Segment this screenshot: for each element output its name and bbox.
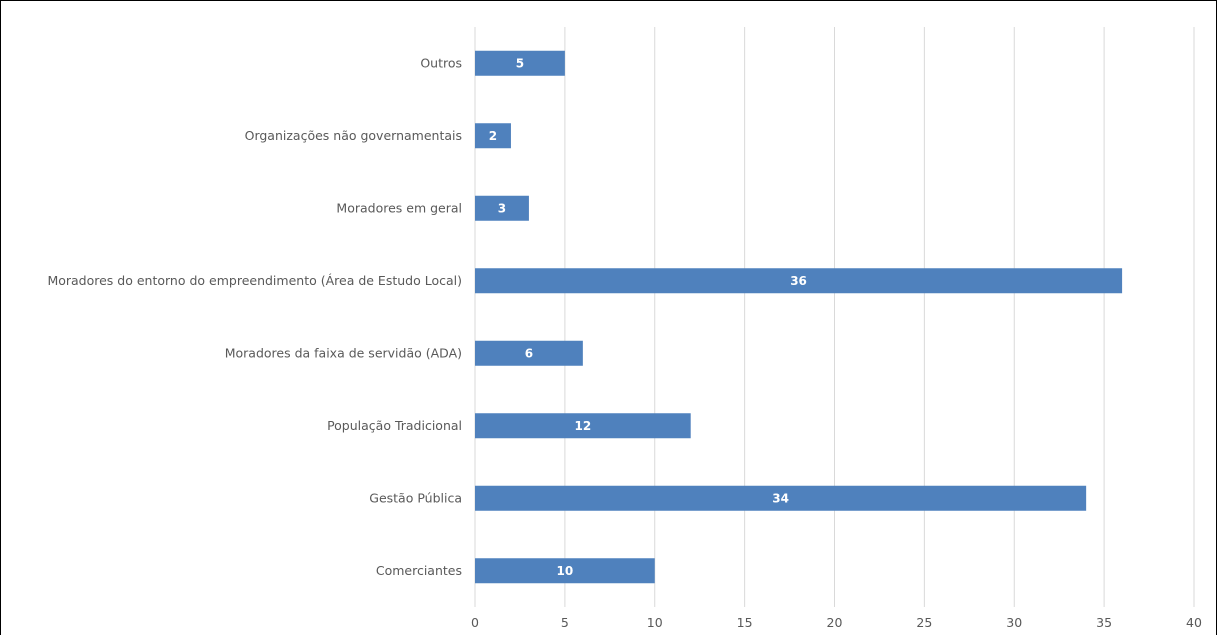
x-tick-label: 10 [647,615,663,630]
bar [475,50,565,76]
bar-value-label: 6 [525,346,533,360]
category-label: Moradores do entorno do empreendimento (… [47,273,462,288]
x-tick-label: 0 [471,615,479,630]
x-tick-label: 5 [561,615,569,630]
category-label: Outros [420,55,462,70]
bar [475,340,583,366]
bar-value-label: 36 [790,274,807,288]
bar-value-label: 10 [557,564,574,578]
bar-value-label: 34 [772,491,789,505]
x-tick-label: 25 [916,615,932,630]
category-label: População Tradicional [327,418,462,433]
category-label: Comerciantes [376,563,462,578]
bar [475,195,529,221]
bars: 5 2 3 36 6 12 34 10 [475,50,1123,584]
bar-value-label: 12 [574,419,591,433]
category-label: Gestão Pública [369,490,462,505]
bar [475,268,1123,294]
bar [475,413,691,439]
x-tick-label: 40 [1186,615,1202,630]
category-label: Moradores em geral [336,200,462,215]
category-label: Organizações não governamentais [245,128,462,143]
bar [475,485,1087,511]
category-label: Moradores da faixa de servidão (ADA) [225,345,462,360]
x-tick-label: 30 [1006,615,1022,630]
x-tick-label: 15 [737,615,753,630]
x-tick-label: 20 [827,615,843,630]
bar [475,123,511,149]
bar-value-label: 3 [498,201,506,215]
bar-value-label: 5 [516,56,524,70]
x-axis-ticks: 0 5 10 15 20 25 30 35 40 [471,615,1202,630]
category-labels: Outros Organizações não governamentais Mor… [47,55,462,578]
bar [475,558,655,584]
bar-value-label: 2 [489,129,497,143]
x-tick-label: 35 [1096,615,1112,630]
gridlines [474,27,1195,607]
